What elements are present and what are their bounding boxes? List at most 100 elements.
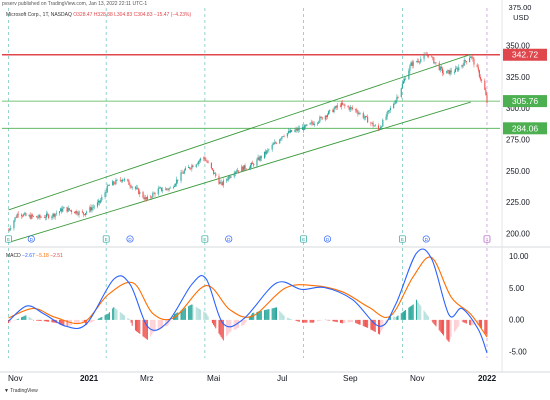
- histogram-bar: [344, 319, 346, 323]
- candle-body: [372, 122, 374, 126]
- candle-body: [370, 122, 372, 124]
- candle-body: [142, 191, 144, 198]
- price-label-box: [503, 48, 547, 61]
- candle-body: [24, 213, 26, 215]
- event-badge-letter: D: [128, 237, 132, 242]
- histogram-bar: [408, 307, 410, 320]
- candle-body: [116, 179, 118, 181]
- histogram-bar: [465, 319, 467, 324]
- histogram-bar: [37, 319, 39, 321]
- candle-body: [134, 186, 137, 189]
- candle-body: [137, 187, 139, 189]
- candle-body: [397, 96, 399, 98]
- histogram-bar: [77, 319, 79, 324]
- candle-body: [84, 213, 87, 215]
- histogram-bar: [426, 315, 428, 320]
- channel-line-upper: [8, 53, 471, 211]
- histogram-bar: [159, 319, 161, 330]
- candle-body: [478, 70, 480, 77]
- candle-body: [379, 129, 381, 130]
- candle-body: [162, 190, 164, 191]
- candle-body: [358, 113, 360, 114]
- candle-body: [157, 188, 159, 195]
- histogram-bar: [169, 319, 171, 322]
- candle-body: [131, 186, 133, 188]
- histogram-bar: [112, 308, 114, 320]
- candle-body: [226, 179, 228, 181]
- histogram-bar: [259, 311, 261, 320]
- candle-body: [274, 142, 276, 144]
- candle-body: [68, 208, 70, 211]
- histogram-bar: [297, 319, 299, 322]
- candle-body: [287, 131, 289, 134]
- candle-body: [317, 122, 319, 124]
- price-tick-label: 225.00: [506, 198, 531, 207]
- candle-body: [192, 165, 194, 167]
- candle-body: [169, 187, 171, 189]
- candle-body: [305, 125, 307, 126]
- histogram-bar: [273, 307, 275, 320]
- histogram-bar: [16, 319, 18, 320]
- candle-body: [206, 160, 208, 163]
- candle-body: [115, 179, 117, 184]
- candle-body: [55, 213, 57, 214]
- histogram-bar: [389, 315, 391, 320]
- histogram-bar: [441, 319, 443, 335]
- candle-body: [309, 123, 311, 125]
- candle-body: [144, 197, 146, 200]
- histogram-bar: [251, 314, 253, 320]
- candle-body: [139, 191, 141, 195]
- candle-body: [268, 149, 270, 151]
- candle-body: [204, 157, 206, 161]
- histogram-bar: [128, 318, 130, 320]
- candle-body: [295, 128, 297, 131]
- candle-body: [227, 179, 229, 181]
- candle-body: [146, 196, 148, 200]
- histogram-bar: [157, 319, 159, 331]
- candle-body: [168, 188, 170, 190]
- candle-body: [290, 130, 292, 133]
- candle-body: [70, 210, 72, 212]
- histogram-bar: [197, 308, 199, 320]
- histogram-bar: [279, 310, 281, 320]
- time-axis-label: Mai: [207, 374, 220, 383]
- candle-body: [288, 131, 291, 133]
- candle-body: [349, 107, 351, 110]
- histogram-bar: [243, 319, 245, 325]
- histogram-bar: [484, 319, 486, 333]
- candle-body: [462, 64, 464, 66]
- candle-body: [177, 179, 179, 181]
- histogram-bar: [418, 302, 420, 320]
- candle-body: [74, 211, 76, 214]
- candle-body: [167, 189, 169, 190]
- candle-body: [341, 102, 343, 107]
- histogram-bar: [485, 319, 487, 335]
- candle-body: [243, 165, 245, 171]
- histogram-bar: [283, 315, 285, 320]
- histogram-bar: [105, 314, 107, 320]
- histogram-bar: [245, 319, 247, 322]
- candle-body: [400, 88, 402, 97]
- histogram-bar: [311, 319, 313, 323]
- dividend-badge: [126, 235, 134, 243]
- candle-body: [198, 160, 201, 162]
- earnings-badge: [5, 235, 12, 243]
- histogram-bar: [258, 311, 260, 320]
- candle-body: [62, 208, 64, 212]
- histogram-bar: [397, 315, 399, 320]
- histogram-bar: [402, 311, 404, 320]
- earnings-badge: [300, 235, 307, 243]
- histogram-bar: [427, 316, 429, 320]
- candle-body: [220, 182, 222, 183]
- candle-body: [29, 215, 31, 219]
- price-tick-label: 350.00: [506, 41, 531, 50]
- candle-body: [38, 215, 40, 218]
- histogram-bar: [29, 317, 31, 320]
- candle-body: [61, 208, 63, 212]
- candle-body: [228, 176, 230, 180]
- histogram-bar: [189, 305, 191, 320]
- histogram-bar: [356, 319, 358, 324]
- candle-body: [182, 173, 184, 174]
